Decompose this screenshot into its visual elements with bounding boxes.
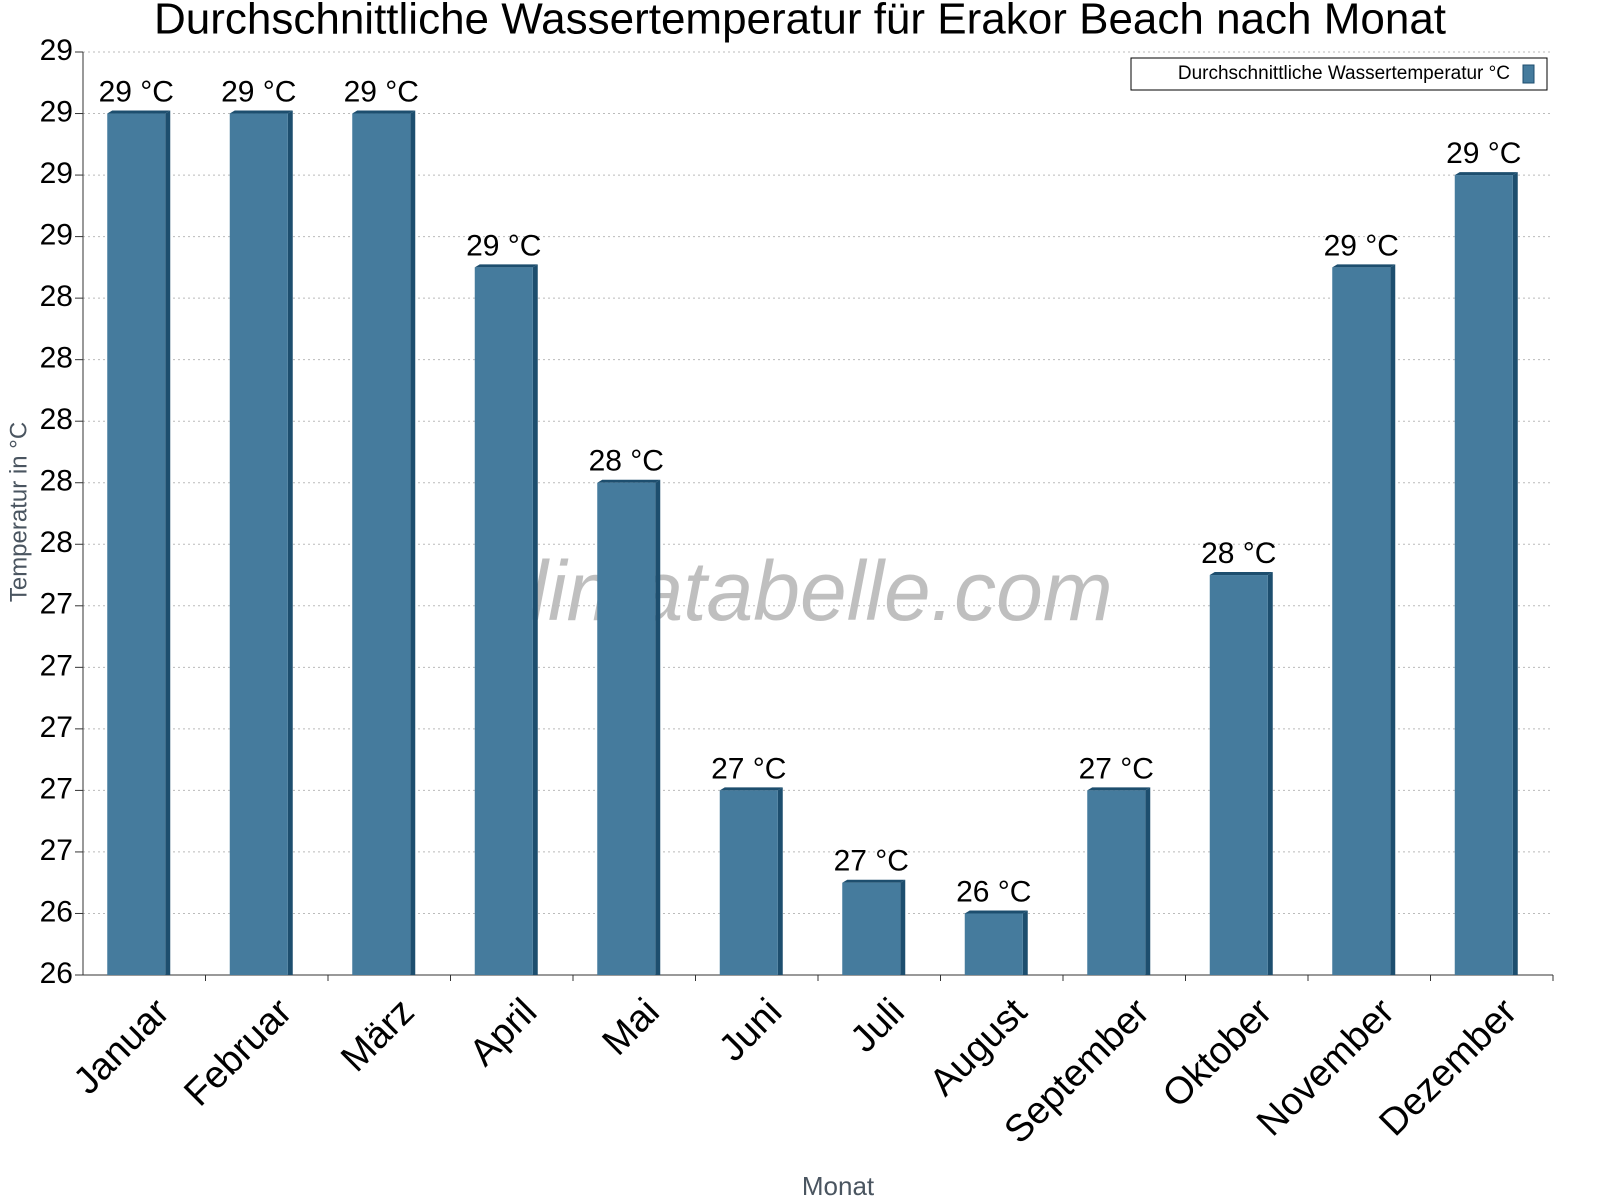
bar-top bbox=[1454, 172, 1518, 176]
bar-top bbox=[474, 264, 538, 268]
x-tick-label: Januar bbox=[66, 991, 178, 1103]
bar-side bbox=[900, 879, 906, 975]
y-tick-label: 26 bbox=[40, 957, 73, 990]
legend-swatch bbox=[1522, 64, 1535, 84]
legend-label: Durchschnittliche Wassertemperatur °C bbox=[1178, 63, 1510, 84]
bar bbox=[842, 882, 901, 975]
x-tick-label: Februar bbox=[176, 991, 300, 1115]
value-label: 27 °C bbox=[1079, 752, 1154, 785]
bar-side bbox=[1512, 172, 1518, 976]
bar-top bbox=[107, 110, 171, 114]
value-label: 29 °C bbox=[221, 75, 296, 108]
bar-side bbox=[165, 110, 171, 976]
bar-top bbox=[352, 110, 416, 114]
x-tick-label: Mai bbox=[595, 991, 668, 1064]
value-label: 29 °C bbox=[99, 75, 174, 108]
y-tick-label: 28 bbox=[40, 526, 73, 559]
x-tick-label: Juni bbox=[711, 991, 790, 1070]
bar bbox=[597, 482, 656, 975]
y-axis-title: Temperatur in °C bbox=[5, 422, 32, 602]
value-label: 29 °C bbox=[344, 75, 419, 108]
watermark: klimatabelle.com bbox=[487, 544, 1113, 638]
y-tick-label: 27 bbox=[40, 834, 73, 867]
bar-side bbox=[287, 110, 293, 976]
bar bbox=[964, 913, 1023, 975]
x-tick-label: Juli bbox=[843, 991, 913, 1061]
x-axis-title: Monat bbox=[802, 1171, 875, 1200]
y-tick-label: 29 bbox=[40, 95, 73, 128]
value-label: 27 °C bbox=[711, 752, 786, 785]
value-label: 29 °C bbox=[1324, 229, 1399, 262]
bar-side bbox=[655, 479, 661, 975]
bar bbox=[1209, 575, 1268, 975]
chart-title: Durchschnittliche Wassertemperatur für E… bbox=[154, 0, 1446, 44]
bar-top bbox=[229, 110, 293, 114]
x-tick-label: Oktober bbox=[1155, 991, 1281, 1117]
y-tick-label: 28 bbox=[40, 342, 73, 375]
y-tick-label: 27 bbox=[40, 588, 73, 621]
bar-top bbox=[1332, 264, 1396, 268]
y-tick-label: 29 bbox=[40, 34, 73, 67]
bar bbox=[229, 113, 288, 976]
y-tick-label: 27 bbox=[40, 772, 73, 805]
y-tick-label: 28 bbox=[40, 403, 73, 436]
bar bbox=[1087, 790, 1146, 975]
bar-top bbox=[719, 787, 783, 791]
value-label: 26 °C bbox=[956, 875, 1031, 908]
y-tick-label: 27 bbox=[40, 649, 73, 682]
bar-top bbox=[1087, 787, 1151, 791]
value-label: 28 °C bbox=[589, 445, 664, 478]
x-tick-label: März bbox=[333, 991, 422, 1080]
legend-box bbox=[1130, 57, 1548, 91]
bar-side bbox=[1390, 264, 1396, 975]
bar bbox=[352, 113, 411, 976]
bar-top bbox=[597, 479, 661, 483]
bar-top bbox=[964, 910, 1028, 914]
y-tick-label: 26 bbox=[40, 895, 73, 928]
y-tick-label: 29 bbox=[40, 219, 73, 252]
bar bbox=[474, 267, 533, 975]
bar-side bbox=[1267, 572, 1273, 975]
y-tick-label: 28 bbox=[40, 280, 73, 313]
bar-side bbox=[1022, 910, 1028, 975]
bar-top bbox=[842, 879, 906, 883]
bar bbox=[1454, 175, 1513, 976]
bar bbox=[719, 790, 778, 975]
x-tick-label: August bbox=[922, 990, 1036, 1104]
bar-side bbox=[532, 264, 538, 975]
bar-side bbox=[410, 110, 416, 976]
bar-side bbox=[1145, 787, 1151, 975]
bar-top bbox=[1209, 572, 1273, 576]
value-label: 29 °C bbox=[1446, 137, 1521, 170]
bar bbox=[1332, 267, 1391, 975]
value-label: 27 °C bbox=[834, 845, 909, 878]
y-tick-label: 28 bbox=[40, 465, 73, 498]
bar bbox=[107, 113, 166, 976]
value-label: 29 °C bbox=[466, 229, 541, 262]
y-tick-label: 29 bbox=[40, 157, 73, 190]
bar-side bbox=[777, 787, 783, 975]
value-label: 28 °C bbox=[1201, 537, 1276, 570]
y-tick-label: 27 bbox=[40, 711, 73, 744]
x-tick-label: April bbox=[462, 991, 545, 1074]
